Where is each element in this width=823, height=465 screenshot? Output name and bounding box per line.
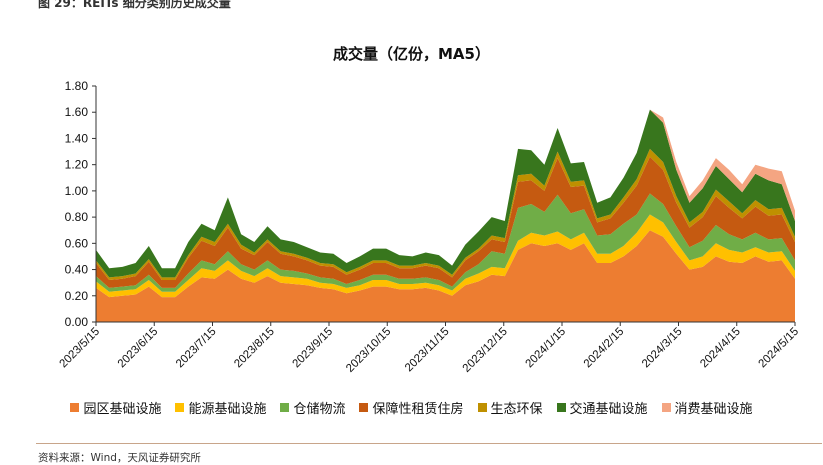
legend-swatch [477,403,487,412]
y-tick-label: 0.20 [65,289,89,303]
legend-label: 能源基础设施 [188,402,267,417]
legend-swatch [175,403,185,412]
legend-swatch [70,403,80,412]
area-series-4 [96,156,795,288]
x-tick-label: 2023/7/15 [174,326,219,371]
y-tick-label: 1.40 [65,131,89,145]
area-series-1 [96,230,795,322]
legend-item: 园区基础设施 [70,398,161,417]
footer-divider [36,443,822,444]
x-tick-label: 2024/4/15 [698,326,743,371]
chart-legend: 园区基础设施 能源基础设施 仓储物流 保障性租赁住房 生态环保 交通基础设施 消费基础设施 [0,398,823,417]
x-tick-label: 2023/10/15 [344,326,393,375]
legend-item: 生态环保 [477,398,543,417]
y-tick-label: 1.80 [65,79,89,93]
x-tick-label: 2024/2/15 [582,326,627,371]
x-tick-label: 2024/5/15 [756,326,801,371]
legend-swatch [280,403,290,412]
x-tick-label: 2023/8/15 [232,326,277,371]
x-tick-label: 2023/11/15 [403,326,452,375]
series-areas [96,109,795,322]
x-tick-label: 2024/3/15 [640,326,685,371]
legend-label: 园区基础设施 [83,402,162,417]
legend-swatch [661,403,671,412]
x-tick-label: 2023/6/15 [116,326,161,371]
y-tick-label: 0.00 [65,315,89,329]
legend-label: 交通基础设施 [569,402,648,417]
y-tick-label: 0.40 [65,263,89,277]
figure-caption: 图 29：REITs 细分类别历史成交量 [38,0,231,10]
x-tick-label: 2023/9/15 [290,326,335,371]
legend-item: 交通基础设施 [556,398,648,417]
x-tick-label: 2024/1/15 [523,326,568,371]
y-tick-label: 0.80 [65,210,89,224]
legend-item: 能源基础设施 [175,398,266,417]
legend-item: 仓储物流 [280,398,345,417]
area-series-3 [96,193,795,292]
legend-item: 保障性租赁住房 [359,398,464,417]
source-note: 资料来源：Wind，天风证券研究所 [38,452,201,464]
y-tick-label: 1.20 [65,158,89,172]
legend-swatch [556,403,566,412]
legend-swatch [359,403,369,412]
chart-title: 成交量（亿份，MA5） [333,45,490,63]
legend-item: 消费基础设施 [661,398,753,417]
y-tick-label: 0.60 [65,236,89,250]
x-tick-label: 2023/5/15 [57,326,102,371]
legend-label: 消费基础设施 [674,402,753,417]
legend-label: 仓储物流 [293,402,346,417]
legend-label: 保障性租赁住房 [372,402,464,417]
area-series-2 [96,214,795,298]
legend-label: 生态环保 [490,402,543,417]
y-tick-label: 1.60 [65,105,89,119]
area-series-6 [96,109,795,278]
x-tick-label: 2023/12/15 [461,326,510,375]
y-tick-label: 1.00 [65,184,89,198]
